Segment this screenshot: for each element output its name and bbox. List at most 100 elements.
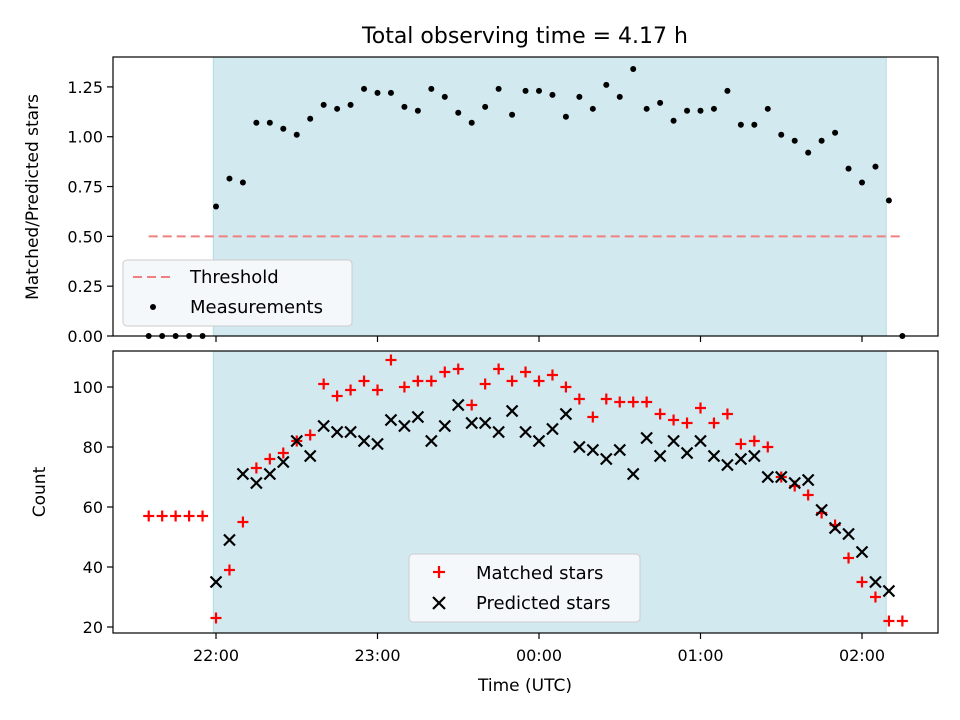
measurement-point xyxy=(401,103,408,110)
legend-matched-label: Matched stars xyxy=(476,563,603,584)
predicted-star-marker xyxy=(721,458,734,472)
matched-star-marker xyxy=(223,564,235,576)
measurement-point xyxy=(414,107,421,114)
matched-star-marker xyxy=(318,378,330,390)
matched-star-marker xyxy=(372,384,383,396)
predicted-star-marker xyxy=(438,419,452,433)
top-axes-frame xyxy=(112,56,939,337)
predicted-star-marker xyxy=(600,452,613,466)
predicted-star-marker xyxy=(640,431,653,445)
predicted-star-marker xyxy=(519,425,532,439)
matched-star-marker xyxy=(304,429,316,441)
bottom-legend-box xyxy=(408,553,641,623)
predicted-star-marker xyxy=(774,470,788,484)
matched-star-marker xyxy=(250,462,262,474)
predicted-star-marker xyxy=(734,452,748,466)
bottom-x-axis: 22:00 23:00 00:00 01:00 02:00 xyxy=(193,633,885,665)
top-y-tick-label: 0.00 xyxy=(67,327,103,346)
matched-star-marker xyxy=(681,417,693,429)
predicted-star-marker xyxy=(317,419,330,433)
bottom-y-tick-label: 60 xyxy=(83,498,103,517)
matched-star-marker xyxy=(600,393,612,405)
measurement-point xyxy=(576,93,583,100)
matched-star-marker xyxy=(641,396,653,408)
measurement-point xyxy=(670,117,677,124)
measurement-points xyxy=(145,65,906,339)
measurement-point xyxy=(832,129,839,136)
measurement-point xyxy=(764,105,771,112)
x-axis-label: Time (UTC) xyxy=(477,676,572,696)
predicted-star-marker xyxy=(209,575,223,589)
top-y-tick-label: 0.75 xyxy=(67,178,103,197)
matched-star-marker xyxy=(452,363,464,375)
x-tick-label: 22:00 xyxy=(193,646,239,665)
predicted-star-marker xyxy=(384,413,398,427)
predicted-star-marker xyxy=(855,545,869,559)
measurement-point xyxy=(253,119,260,126)
matched-stars-points xyxy=(143,354,908,627)
x-tick-label: 02:00 xyxy=(839,646,885,665)
bottom-y-tick-label: 100 xyxy=(72,378,103,397)
predicted-star-marker xyxy=(344,425,357,439)
matched-star-marker xyxy=(721,408,733,420)
predicted-star-marker xyxy=(236,467,250,481)
matched-star-marker xyxy=(587,411,599,423)
bottom-y-tick-label: 20 xyxy=(83,618,103,637)
matched-star-marker xyxy=(560,381,572,393)
measurement-point xyxy=(213,203,219,210)
matched-star-marker xyxy=(156,510,168,522)
bottom-panel: 20 40 60 80 100 22:00 23:00 00:00 01:00 02:00 Co… xyxy=(30,350,939,696)
matched-star-marker xyxy=(883,615,895,627)
top-y-axis: 0.00 0.25 0.50 0.75 1.00 1.25 xyxy=(67,78,113,346)
measurement-point xyxy=(885,197,892,204)
x-tick-label: 01:00 xyxy=(677,646,723,665)
measurement-point xyxy=(805,149,812,156)
predicted-star-marker xyxy=(263,467,277,481)
predicted-star-marker xyxy=(869,575,882,589)
measurement-point xyxy=(549,91,556,98)
measurement-point xyxy=(495,85,502,92)
top-legend-box xyxy=(122,259,353,327)
matched-star-marker xyxy=(183,510,195,522)
matched-star-marker xyxy=(358,375,370,387)
measurement-point xyxy=(239,179,246,186)
top-x-ticks xyxy=(215,336,863,342)
predicted-star-marker xyxy=(586,443,600,457)
x-tick-label: 23:00 xyxy=(354,646,400,665)
matched-star-marker xyxy=(143,510,155,522)
predicted-star-marker xyxy=(398,419,411,433)
matched-star-marker xyxy=(614,396,626,408)
predicted-star-marker xyxy=(761,470,775,484)
measurement-point xyxy=(751,121,758,128)
predicted-star-marker xyxy=(882,584,896,598)
chart-title: Total observing time = 4.17 h xyxy=(361,24,688,49)
matched-star-marker xyxy=(896,615,908,627)
predicted-star-marker xyxy=(465,416,478,430)
predicted-star-marker xyxy=(653,449,667,463)
matched-star-marker xyxy=(170,510,182,522)
predicted-star-marker xyxy=(505,404,519,418)
matched-star-marker xyxy=(533,375,545,387)
predicted-star-marker xyxy=(788,476,801,490)
measurement-point xyxy=(455,109,462,116)
bottom-y-tick-label: 40 xyxy=(83,558,103,577)
bottom-y-axis: 20 40 60 80 100 xyxy=(72,378,113,637)
predicted-star-marker xyxy=(357,434,371,448)
top-y-tick-label: 0.50 xyxy=(67,227,103,246)
bottom-legend: Matched stars Predicted stars xyxy=(408,553,641,623)
measurement-point xyxy=(226,175,233,182)
top-y-axis-label: Matched/Predicted stars xyxy=(23,94,43,300)
predicted-star-marker xyxy=(451,398,465,412)
matched-star-marker xyxy=(331,390,343,402)
top-legend: Threshold Measurements xyxy=(122,259,353,327)
matched-star-marker xyxy=(695,402,706,414)
measurement-point xyxy=(293,131,300,138)
matched-star-marker xyxy=(869,591,881,603)
matched-star-marker xyxy=(479,378,491,390)
measurement-point xyxy=(845,165,852,172)
measurement-point xyxy=(737,121,744,128)
predicted-star-marker xyxy=(559,407,573,421)
x-tick-label: 00:00 xyxy=(516,646,562,665)
measurement-point xyxy=(872,163,879,170)
